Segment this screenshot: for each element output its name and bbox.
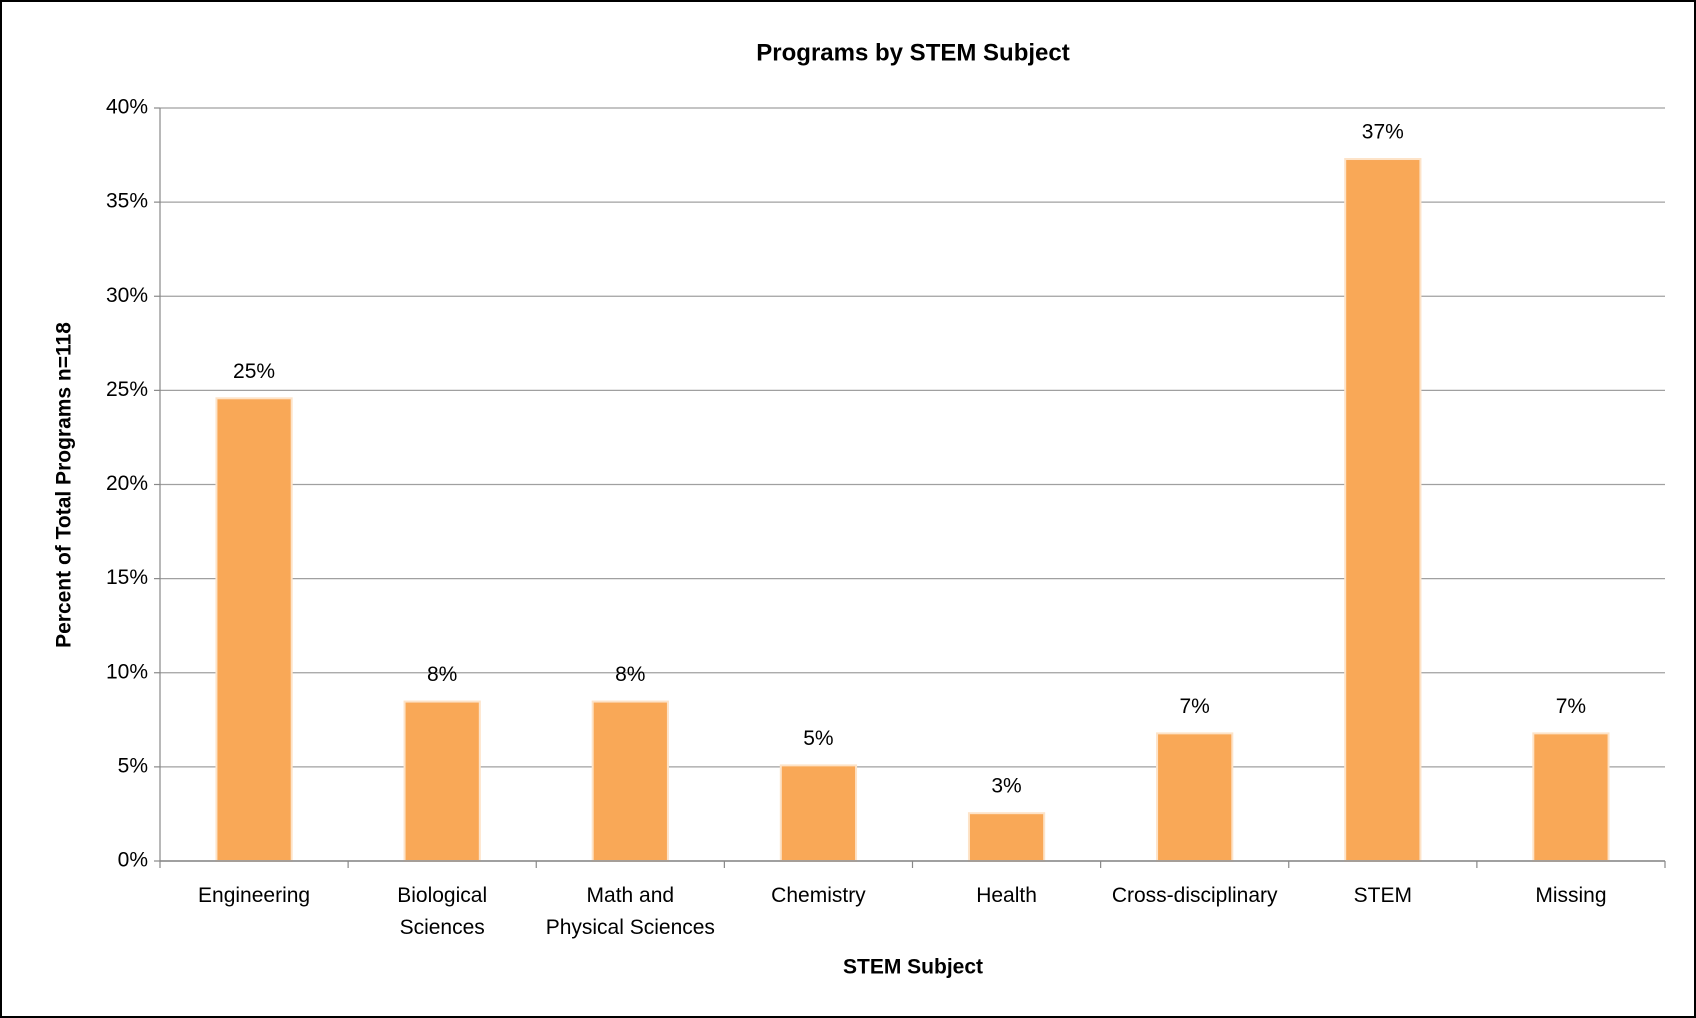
bar — [591, 700, 669, 862]
x-tick-label: Missing — [1535, 884, 1607, 907]
data-label: 8% — [615, 663, 645, 686]
y-tick-label: 35% — [106, 190, 148, 213]
x-tick-label: Biological Sciences — [397, 884, 488, 939]
chart-title: Programs by STEM Subject — [756, 39, 1069, 66]
x-tick-label: Cross-disciplinary — [1111, 884, 1278, 907]
x-axis-title: STEM Subject — [843, 956, 983, 979]
y-tick-label: 15% — [106, 566, 148, 589]
x-tick-label: STEM — [1353, 884, 1412, 907]
x-tick-label: Math and Physical Sciences — [545, 884, 715, 939]
y-tick-label: 40% — [106, 96, 148, 119]
bar — [779, 764, 858, 863]
data-label: 25% — [233, 360, 275, 383]
data-label: 7% — [1556, 695, 1586, 718]
bar — [1156, 732, 1234, 863]
x-tick-label: Engineering — [198, 884, 311, 907]
y-tick-label: 20% — [106, 472, 148, 495]
x-tick-label: Chemistry — [771, 884, 866, 907]
y-axis-title: Percent of Total Programs n=118 — [53, 322, 76, 648]
x-tick-label: Health — [976, 884, 1037, 907]
y-tick-label: 5% — [118, 754, 148, 777]
y-tick-label: 25% — [106, 378, 148, 401]
bar — [215, 397, 293, 862]
bar — [1532, 732, 1610, 863]
bar — [967, 812, 1046, 863]
data-label: 5% — [803, 727, 833, 750]
data-label: 7% — [1180, 695, 1210, 718]
y-tick-label: 30% — [106, 284, 148, 307]
bar — [1344, 158, 1422, 862]
y-tick-label: 0% — [118, 849, 148, 872]
data-label: 8% — [427, 663, 457, 686]
data-label: 3% — [991, 775, 1021, 798]
bar — [403, 700, 481, 862]
data-label: 37% — [1362, 121, 1404, 144]
y-tick-label: 10% — [106, 660, 148, 683]
